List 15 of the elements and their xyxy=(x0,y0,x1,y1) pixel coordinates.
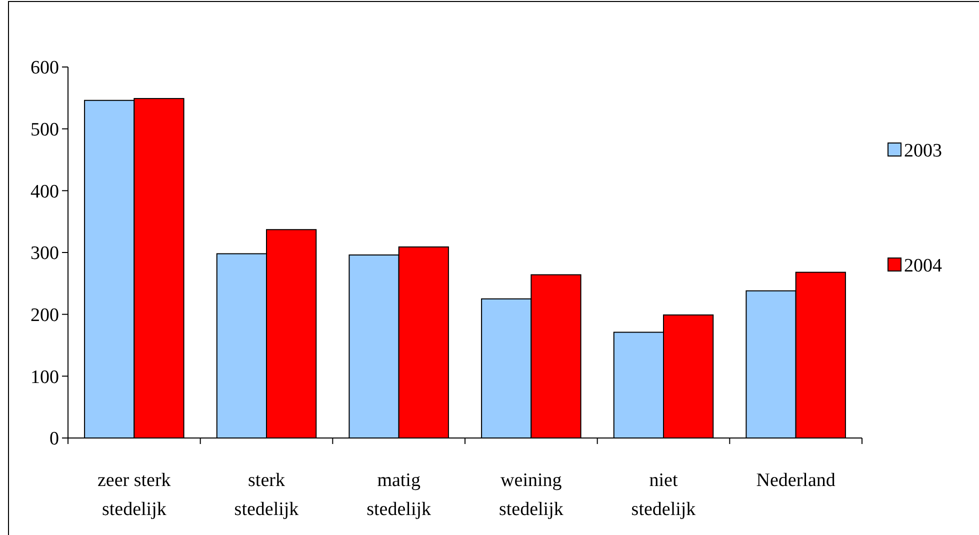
y-tick-label: 500 xyxy=(30,119,59,140)
x-tick-label: sterk stedelijk xyxy=(234,470,300,520)
y-tick-label: 0 xyxy=(50,428,59,450)
x-tick-label: Nederland xyxy=(756,470,836,491)
y-tick-label: 400 xyxy=(30,181,59,202)
y-tick-label: 200 xyxy=(30,304,59,326)
x-tick-label: niet stedelijk xyxy=(631,470,696,520)
y-tick-label: 100 xyxy=(30,366,59,388)
x-tick-label: zeer sterk stedelijk xyxy=(98,470,172,520)
x-tick-label: weining stedelijk xyxy=(498,470,564,520)
legend-label: 2004 xyxy=(904,256,942,277)
x-tick-label: matig stedelijk xyxy=(366,470,432,520)
y-tick-label: 600 xyxy=(30,58,59,79)
y-tick-label: 300 xyxy=(30,243,59,264)
legend-label: 2003 xyxy=(904,140,942,162)
